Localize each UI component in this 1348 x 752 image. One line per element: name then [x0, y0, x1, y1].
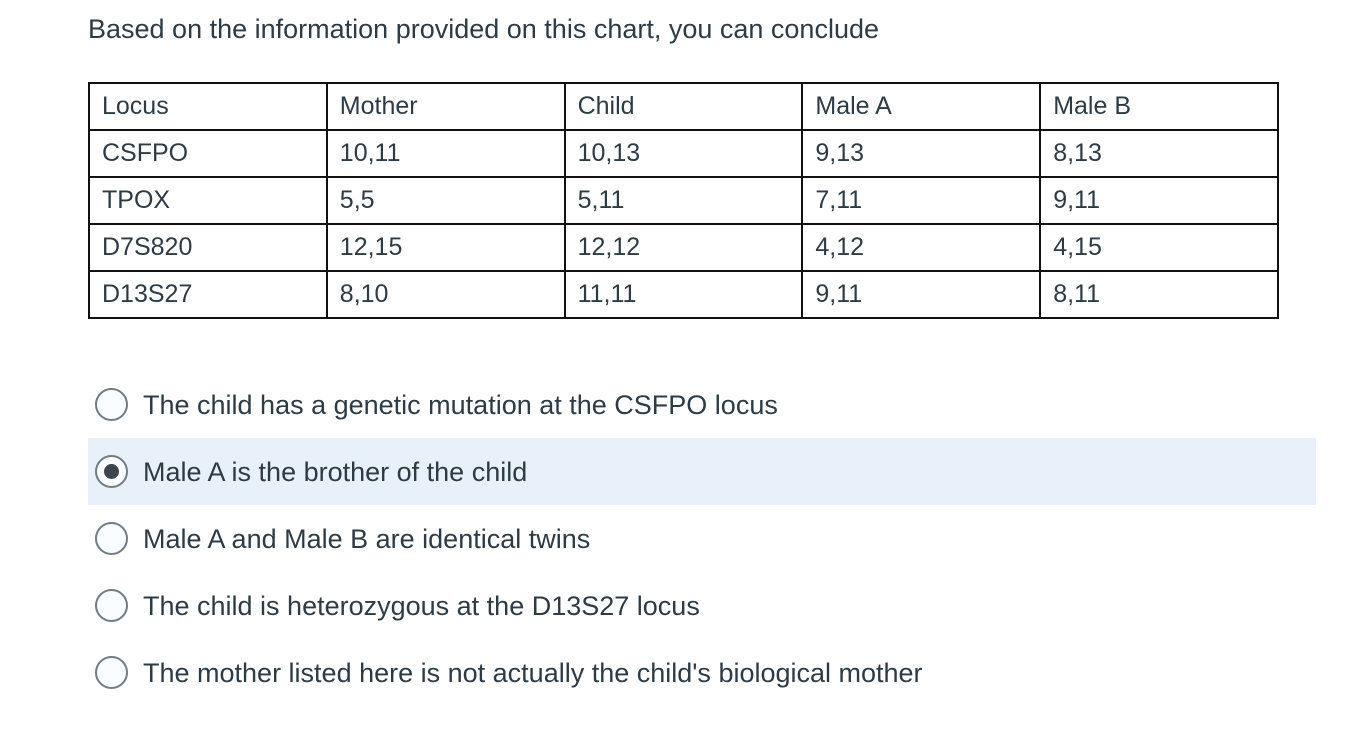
radio-dot — [104, 464, 119, 479]
table-cell: 9,13 — [801, 129, 1042, 178]
table-cell: 10,13 — [563, 129, 804, 178]
quiz-question-page: Based on the information provided on thi… — [88, 14, 1348, 706]
table-cell: CSFPO — [88, 129, 328, 178]
radio-button[interactable] — [95, 388, 128, 421]
answer-option-label: Male A is the brother of the child — [143, 456, 528, 487]
table-cell: D13S27 — [88, 270, 328, 319]
radio-button[interactable] — [95, 522, 128, 555]
table-row: TPOX 5,5 5,11 7,11 9,11 — [88, 176, 1279, 225]
answer-option[interactable]: The mother listed here is not actually t… — [88, 639, 1316, 706]
table-cell: 9,11 — [1039, 176, 1279, 225]
answer-option-label: The child has a genetic mutation at the … — [143, 389, 778, 420]
answer-option[interactable]: Male A and Male B are identical twins — [88, 505, 1316, 572]
table-cell: 8,11 — [1039, 270, 1279, 319]
table-cell: 7,11 — [801, 176, 1042, 225]
answer-option[interactable]: The child has a genetic mutation at the … — [88, 371, 1316, 438]
table-cell: 12,12 — [563, 223, 804, 272]
question-prompt: Based on the information provided on thi… — [88, 14, 879, 44]
table-cell: 4,12 — [801, 223, 1042, 272]
table-cell: 8,13 — [1039, 129, 1279, 178]
table-cell: 9,11 — [801, 270, 1042, 319]
table-cell: D7S820 — [88, 223, 328, 272]
table-header-cell: Locus — [88, 82, 328, 131]
table-header-row: Locus Mother Child Male A Male B — [88, 82, 1279, 131]
table-row: D13S27 8,10 11,11 9,11 8,11 — [88, 270, 1279, 319]
answer-option-label: The mother listed here is not actually t… — [143, 657, 923, 688]
table-header-cell: Male A — [801, 82, 1042, 131]
table-header-cell: Male B — [1039, 82, 1279, 131]
answer-option[interactable]: Male A is the brother of the child — [88, 438, 1316, 505]
answer-option-label: Male A and Male B are identical twins — [143, 523, 591, 554]
table-cell: 5,5 — [325, 176, 566, 225]
answer-option-label: The child is heterozygous at the D13S27 … — [143, 590, 700, 621]
radio-button[interactable] — [95, 656, 128, 689]
table-cell: 10,11 — [325, 129, 566, 178]
table-cell: 12,15 — [325, 223, 566, 272]
table-cell: 11,11 — [563, 270, 804, 319]
answer-options: The child has a genetic mutation at the … — [88, 371, 1348, 706]
radio-button[interactable] — [95, 455, 128, 488]
table-cell: 8,10 — [325, 270, 566, 319]
table-row: CSFPO 10,11 10,13 9,13 8,13 — [88, 129, 1279, 178]
answer-option[interactable]: The child is heterozygous at the D13S27 … — [88, 572, 1316, 639]
table-header-cell: Child — [563, 82, 804, 131]
genetics-table: Locus Mother Child Male A Male B CSFPO 1… — [88, 82, 1279, 319]
table-cell: TPOX — [88, 176, 328, 225]
table-row: D7S820 12,15 12,12 4,12 4,15 — [88, 223, 1279, 272]
table-cell: 4,15 — [1039, 223, 1279, 272]
table-cell: 5,11 — [563, 176, 804, 225]
table-header-cell: Mother — [325, 82, 566, 131]
radio-button[interactable] — [95, 589, 128, 622]
